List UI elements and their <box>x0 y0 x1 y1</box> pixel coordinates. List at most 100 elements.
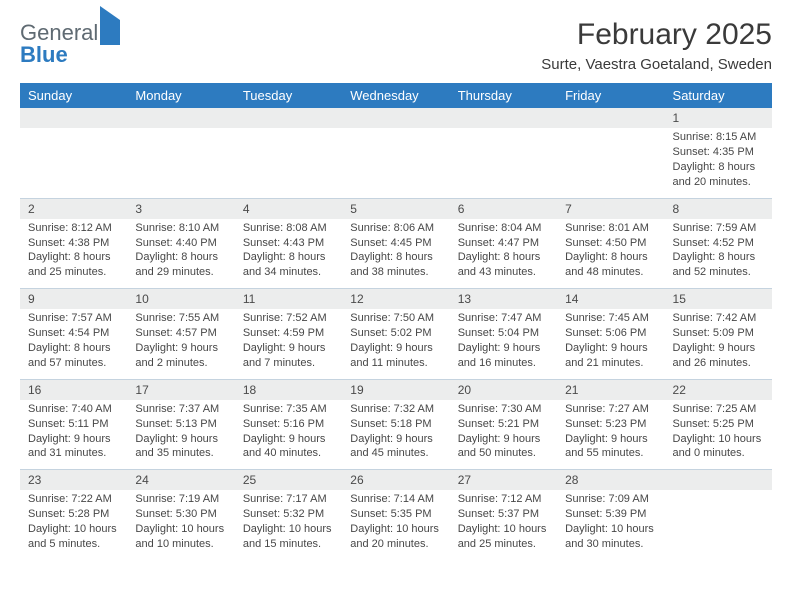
calendar-day-cell: 22Sunrise: 7:25 AMSunset: 5:25 PMDayligh… <box>665 379 772 470</box>
header: General Blue February 2025 Surte, Vaestr… <box>20 18 772 73</box>
day-body: Sunrise: 7:19 AMSunset: 5:30 PMDaylight:… <box>127 490 234 559</box>
day-sunrise: Sunrise: 7:19 AM <box>135 492 226 507</box>
day-daylight: Daylight: 9 hours and 16 minutes. <box>458 341 549 371</box>
day-sunrise: Sunrise: 7:50 AM <box>350 311 441 326</box>
day-sunset: Sunset: 5:21 PM <box>458 417 549 432</box>
day-daylight: Daylight: 9 hours and 50 minutes. <box>458 432 549 462</box>
day-sunset: Sunset: 5:06 PM <box>565 326 656 341</box>
day-sunset: Sunset: 4:45 PM <box>350 236 441 251</box>
weekday-header: Wednesday <box>342 83 449 108</box>
day-body: Sunrise: 7:50 AMSunset: 5:02 PMDaylight:… <box>342 309 449 378</box>
calendar-day-cell <box>127 108 234 198</box>
day-daylight: Daylight: 9 hours and 21 minutes. <box>565 341 656 371</box>
day-body: Sunrise: 7:55 AMSunset: 4:57 PMDaylight:… <box>127 309 234 378</box>
day-sunset: Sunset: 4:35 PM <box>673 145 764 160</box>
day-number: 9 <box>20 289 127 309</box>
day-sunset: Sunset: 5:25 PM <box>673 417 764 432</box>
day-sunrise: Sunrise: 7:57 AM <box>28 311 119 326</box>
calendar-day-cell: 14Sunrise: 7:45 AMSunset: 5:06 PMDayligh… <box>557 289 664 380</box>
day-sunset: Sunset: 4:38 PM <box>28 236 119 251</box>
day-sunrise: Sunrise: 7:14 AM <box>350 492 441 507</box>
day-sunset: Sunset: 4:52 PM <box>673 236 764 251</box>
day-number: 3 <box>127 199 234 219</box>
day-body: Sunrise: 7:09 AMSunset: 5:39 PMDaylight:… <box>557 490 664 559</box>
day-sunset: Sunset: 5:37 PM <box>458 507 549 522</box>
location-subtitle: Surte, Vaestra Goetaland, Sweden <box>541 56 772 73</box>
day-sunset: Sunset: 5:16 PM <box>243 417 334 432</box>
day-body <box>235 128 342 138</box>
calendar-day-cell: 2Sunrise: 8:12 AMSunset: 4:38 PMDaylight… <box>20 198 127 289</box>
day-body: Sunrise: 8:04 AMSunset: 4:47 PMDaylight:… <box>450 219 557 288</box>
day-sunset: Sunset: 4:43 PM <box>243 236 334 251</box>
calendar-day-cell: 9Sunrise: 7:57 AMSunset: 4:54 PMDaylight… <box>20 289 127 380</box>
day-number <box>342 108 449 128</box>
day-number: 26 <box>342 470 449 490</box>
day-sunrise: Sunrise: 8:08 AM <box>243 221 334 236</box>
day-body: Sunrise: 8:08 AMSunset: 4:43 PMDaylight:… <box>235 219 342 288</box>
day-number: 13 <box>450 289 557 309</box>
day-number: 14 <box>557 289 664 309</box>
day-sunset: Sunset: 5:23 PM <box>565 417 656 432</box>
day-daylight: Daylight: 8 hours and 57 minutes. <box>28 341 119 371</box>
day-sunset: Sunset: 4:40 PM <box>135 236 226 251</box>
day-number: 4 <box>235 199 342 219</box>
weekday-header: Monday <box>127 83 234 108</box>
day-number <box>20 108 127 128</box>
day-number: 2 <box>20 199 127 219</box>
day-number: 1 <box>665 108 772 128</box>
calendar-day-cell: 12Sunrise: 7:50 AMSunset: 5:02 PMDayligh… <box>342 289 449 380</box>
day-sunset: Sunset: 5:13 PM <box>135 417 226 432</box>
day-sunset: Sunset: 5:04 PM <box>458 326 549 341</box>
day-body <box>557 128 664 138</box>
day-sunset: Sunset: 5:35 PM <box>350 507 441 522</box>
calendar-week-row: 23Sunrise: 7:22 AMSunset: 5:28 PMDayligh… <box>20 470 772 560</box>
day-body: Sunrise: 8:15 AMSunset: 4:35 PMDaylight:… <box>665 128 772 197</box>
day-number <box>127 108 234 128</box>
day-body: Sunrise: 8:06 AMSunset: 4:45 PMDaylight:… <box>342 219 449 288</box>
day-sunrise: Sunrise: 7:55 AM <box>135 311 226 326</box>
day-body: Sunrise: 7:30 AMSunset: 5:21 PMDaylight:… <box>450 400 557 469</box>
day-daylight: Daylight: 8 hours and 48 minutes. <box>565 250 656 280</box>
day-sunrise: Sunrise: 7:25 AM <box>673 402 764 417</box>
day-body: Sunrise: 8:01 AMSunset: 4:50 PMDaylight:… <box>557 219 664 288</box>
day-daylight: Daylight: 9 hours and 11 minutes. <box>350 341 441 371</box>
calendar-body: 1Sunrise: 8:15 AMSunset: 4:35 PMDaylight… <box>20 108 772 560</box>
calendar-day-cell: 15Sunrise: 7:42 AMSunset: 5:09 PMDayligh… <box>665 289 772 380</box>
day-number: 5 <box>342 199 449 219</box>
day-sunrise: Sunrise: 8:06 AM <box>350 221 441 236</box>
day-number: 25 <box>235 470 342 490</box>
calendar-day-cell <box>342 108 449 198</box>
calendar-day-cell: 19Sunrise: 7:32 AMSunset: 5:18 PMDayligh… <box>342 379 449 470</box>
day-body: Sunrise: 7:14 AMSunset: 5:35 PMDaylight:… <box>342 490 449 559</box>
day-daylight: Daylight: 9 hours and 7 minutes. <box>243 341 334 371</box>
day-sunset: Sunset: 5:11 PM <box>28 417 119 432</box>
day-sunrise: Sunrise: 7:22 AM <box>28 492 119 507</box>
weekday-header: Saturday <box>665 83 772 108</box>
day-daylight: Daylight: 9 hours and 31 minutes. <box>28 432 119 462</box>
brand-text: General Blue <box>20 22 120 66</box>
day-number: 21 <box>557 380 664 400</box>
day-number: 20 <box>450 380 557 400</box>
day-daylight: Daylight: 8 hours and 52 minutes. <box>673 250 764 280</box>
day-sunrise: Sunrise: 7:37 AM <box>135 402 226 417</box>
day-body: Sunrise: 7:12 AMSunset: 5:37 PMDaylight:… <box>450 490 557 559</box>
day-body: Sunrise: 7:32 AMSunset: 5:18 PMDaylight:… <box>342 400 449 469</box>
day-number: 18 <box>235 380 342 400</box>
calendar-day-cell: 25Sunrise: 7:17 AMSunset: 5:32 PMDayligh… <box>235 470 342 560</box>
day-body: Sunrise: 7:27 AMSunset: 5:23 PMDaylight:… <box>557 400 664 469</box>
calendar-week-row: 9Sunrise: 7:57 AMSunset: 4:54 PMDaylight… <box>20 289 772 380</box>
day-number: 7 <box>557 199 664 219</box>
calendar-week-row: 16Sunrise: 7:40 AMSunset: 5:11 PMDayligh… <box>20 379 772 470</box>
day-body: Sunrise: 7:17 AMSunset: 5:32 PMDaylight:… <box>235 490 342 559</box>
day-number: 19 <box>342 380 449 400</box>
day-sunset: Sunset: 5:30 PM <box>135 507 226 522</box>
day-sunset: Sunset: 5:02 PM <box>350 326 441 341</box>
calendar-day-cell: 7Sunrise: 8:01 AMSunset: 4:50 PMDaylight… <box>557 198 664 289</box>
day-number: 27 <box>450 470 557 490</box>
day-daylight: Daylight: 9 hours and 55 minutes. <box>565 432 656 462</box>
day-sunrise: Sunrise: 7:17 AM <box>243 492 334 507</box>
calendar-day-cell: 5Sunrise: 8:06 AMSunset: 4:45 PMDaylight… <box>342 198 449 289</box>
calendar-day-cell: 11Sunrise: 7:52 AMSunset: 4:59 PMDayligh… <box>235 289 342 380</box>
day-daylight: Daylight: 8 hours and 34 minutes. <box>243 250 334 280</box>
day-sunrise: Sunrise: 7:47 AM <box>458 311 549 326</box>
